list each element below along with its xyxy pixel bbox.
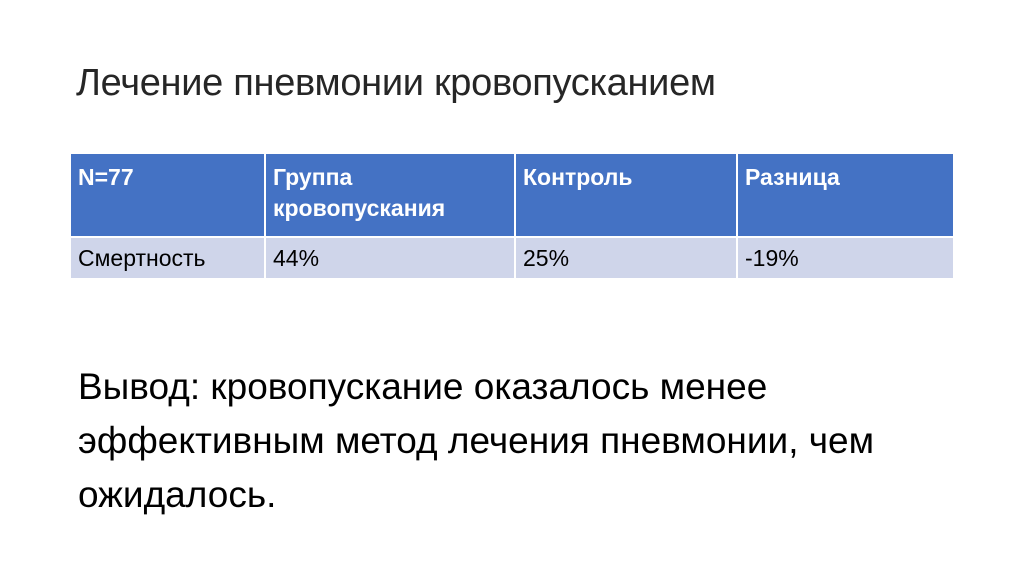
- conclusion-text: Вывод: кровопускание оказалось менее эфф…: [78, 366, 875, 515]
- table-cell: 44%: [264, 236, 516, 280]
- header-cell: Контроль: [514, 152, 738, 238]
- slide-title: Лечение пневмонии кровопусканием: [76, 62, 716, 104]
- table-row: Смертность 44% 25% -19%: [69, 236, 955, 280]
- table-cell: 25%: [514, 236, 738, 280]
- table-cell: Смертность: [69, 236, 266, 280]
- header-cell: Группа кровопускания: [264, 152, 516, 238]
- table-cell: -19%: [736, 236, 955, 280]
- table-header-row: N=77 Группа кровопускания Контроль Разни…: [69, 152, 955, 238]
- header-cell: N=77: [69, 152, 266, 238]
- results-table: N=77 Группа кровопускания Контроль Разни…: [69, 152, 955, 280]
- header-cell: Разница: [736, 152, 955, 238]
